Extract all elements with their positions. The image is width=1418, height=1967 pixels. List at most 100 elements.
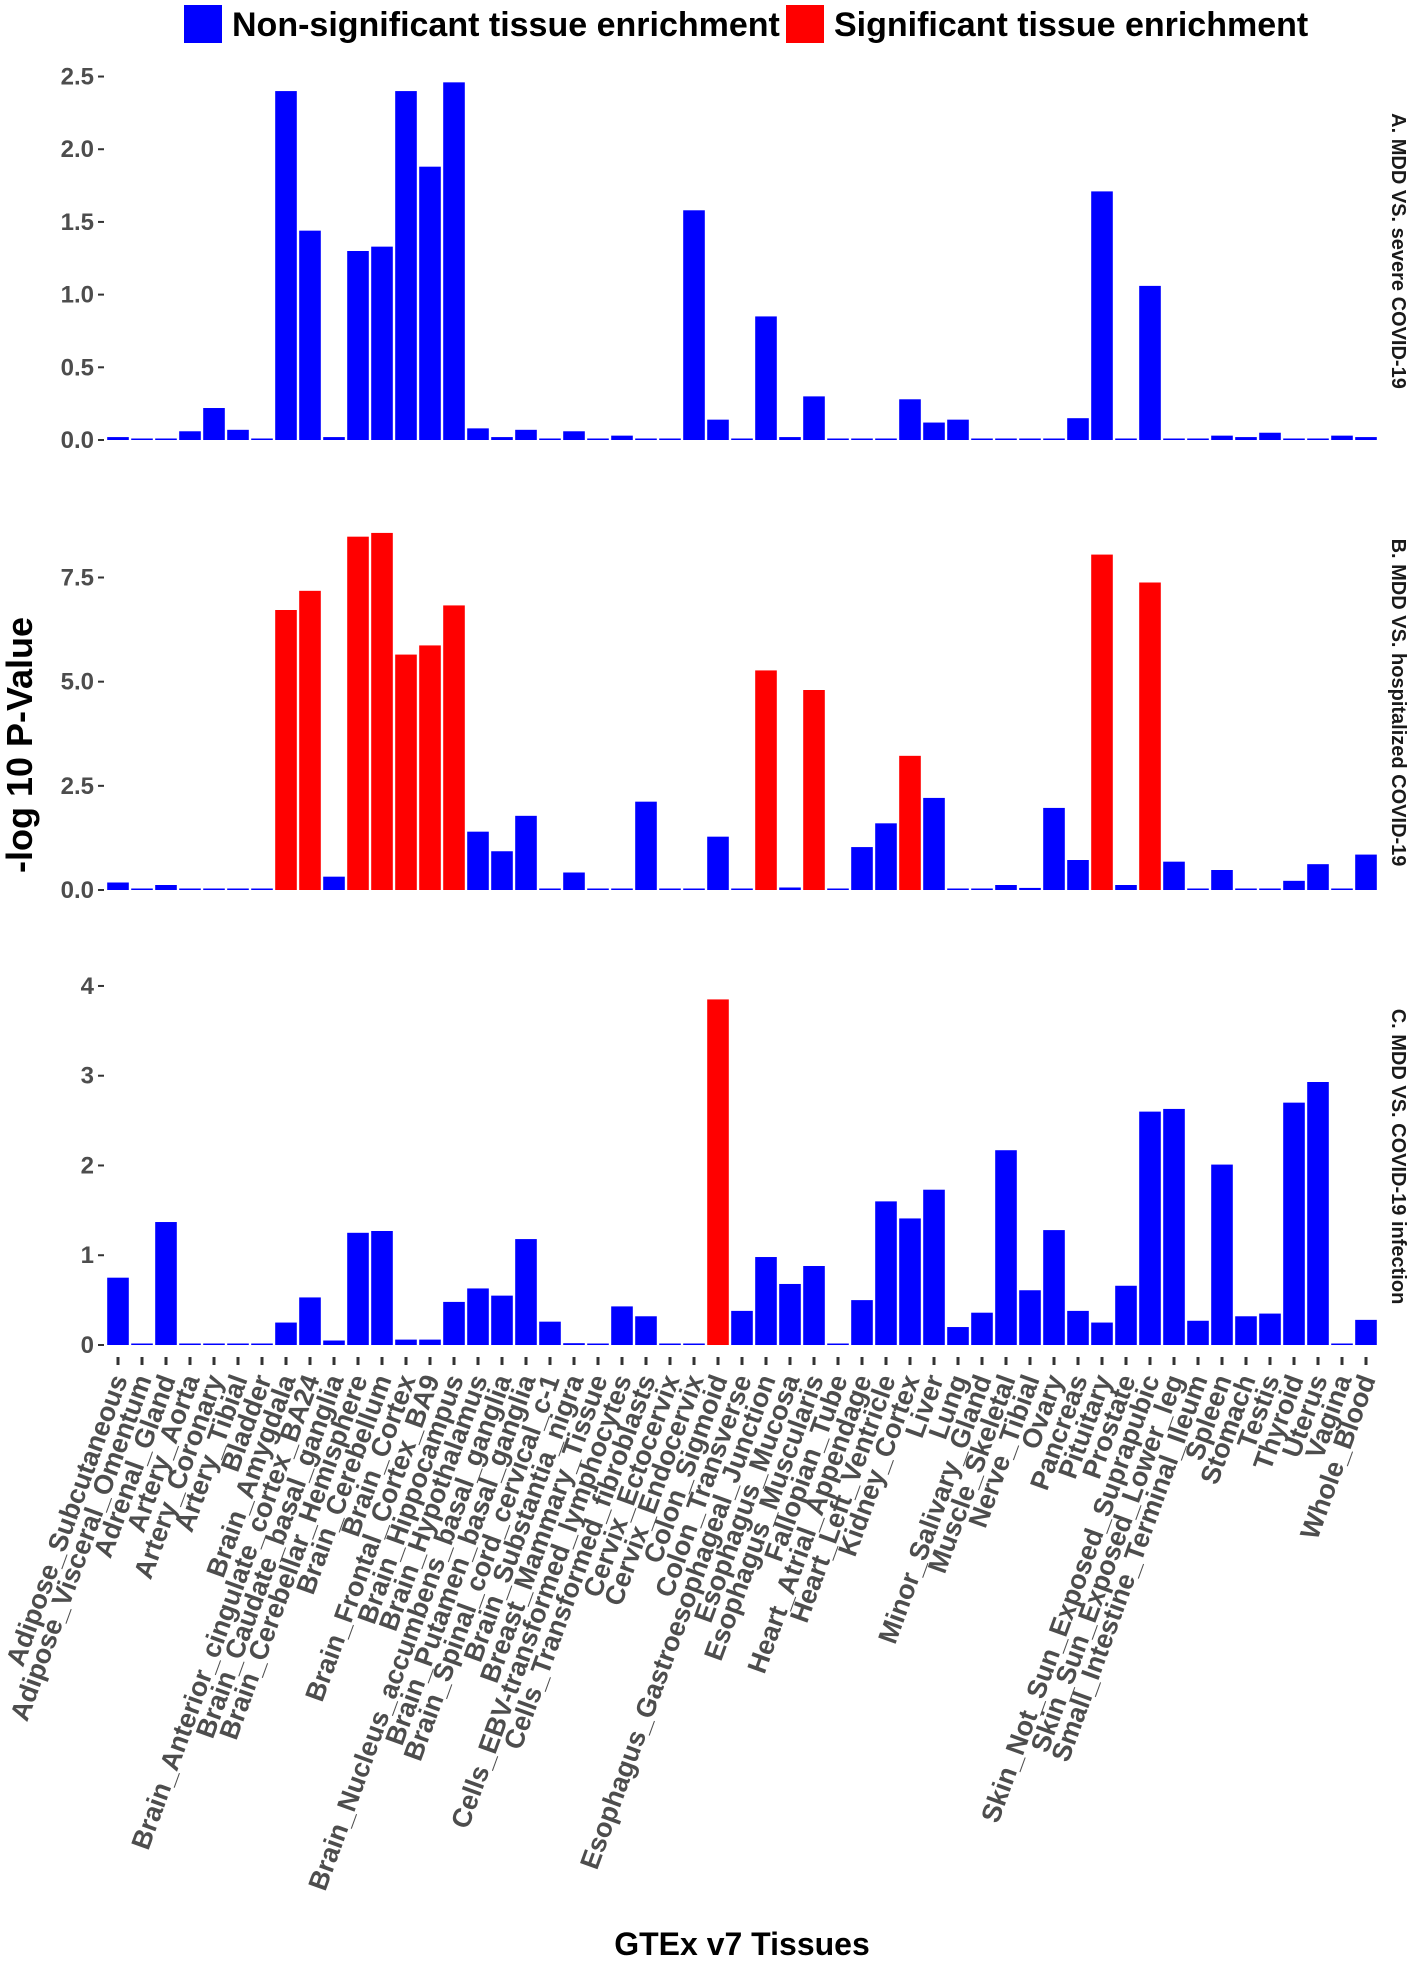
bar-brain-cerebellum (371, 246, 393, 440)
bar-artery-aorta (179, 1343, 201, 1345)
bar-brain-hypothalamus (467, 428, 489, 440)
bar-kidney-cortex (899, 755, 921, 890)
bar-cells-transformed-fibroblasts (635, 801, 657, 890)
bar-artery-tibial (227, 888, 249, 890)
panel-c: 0 1 2 3 4 C. MDD VS. COVID-19 infection (81, 973, 1409, 1359)
bar-brain-cerebellar-hemisphere (347, 536, 369, 890)
bar-esophagus-gastroesophageal-junction (755, 316, 777, 440)
bar-stomach (1235, 888, 1257, 890)
bar-whole-blood (1355, 1319, 1377, 1345)
bar-ovary (1043, 1230, 1065, 1345)
bar-nerve-tibial (1019, 438, 1041, 440)
legend-label-nonsig: Non-significant tissue enrichment (232, 6, 780, 44)
bar-artery-tibial (227, 1343, 249, 1345)
bar-uterus (1307, 1082, 1329, 1345)
bar-colon-sigmoid (707, 836, 729, 890)
bar-brain-frontal-cortex-ba9 (419, 1339, 441, 1345)
bar-esophagus-mucosa (779, 887, 801, 890)
bar-muscle-skeletal (995, 885, 1017, 890)
bar-skin-not-sun-exposed-suprapubic (1139, 1111, 1161, 1345)
bar-artery-tibial (227, 429, 249, 440)
panel-b: 0.0 2.5 5.0 7.5 B. MDD VS. hospitalized COVI… (61, 532, 1409, 904)
bar-brain-nucleus-accumbens-basal-ganglia (491, 851, 513, 890)
bar-kidney-cortex (899, 1218, 921, 1345)
y-axis-title: -log 10 P-Value (0, 617, 40, 873)
bar-heart-left-ventricle (875, 823, 897, 890)
bar-fallopian-tube (827, 888, 849, 890)
bar-cervix-endocervix (683, 210, 705, 440)
bar-cervix-endocervix (683, 888, 705, 890)
bar-brain-anterior-cingulate-cortex-ba24 (299, 1297, 321, 1345)
bar-cells-transformed-fibroblasts (635, 1316, 657, 1345)
bar-adipose-visceral-omentum (131, 888, 153, 890)
bar-fallopian-tube (827, 438, 849, 440)
bar-testis (1259, 888, 1281, 890)
bar-brain-amygdala (275, 91, 297, 440)
bar-heart-left-ventricle (875, 1201, 897, 1345)
bar-uterus (1307, 438, 1329, 440)
bar-brain-amygdala (275, 610, 297, 890)
bar-skin-sun-exposed-lower-leg (1163, 1108, 1185, 1345)
bar-colon-transverse (731, 1310, 753, 1345)
bar-skin-sun-exposed-lower-leg (1163, 861, 1185, 890)
y-tick-label: 0.0 (61, 427, 94, 454)
bar-liver (923, 1189, 945, 1345)
bar-brain-putamen-basal-ganglia (515, 1239, 537, 1345)
bar-brain-hippocampus (443, 605, 465, 890)
bar-adipose-subcutaneous (107, 882, 129, 890)
bar-artery-coronary (203, 408, 225, 440)
bar-esophagus-mucosa (779, 437, 801, 440)
bar-pituitary (1091, 191, 1113, 440)
bar-skin-sun-exposed-lower-leg (1163, 438, 1185, 440)
bar-ovary (1043, 807, 1065, 890)
bar-brain-putamen-basal-ganglia (515, 815, 537, 890)
bar-bladder (251, 438, 273, 440)
panel-a: 0.0 0.5 1.0 1.5 2.0 2.5 A. MDD VS. severe COVI… (61, 64, 1409, 454)
bar-spleen (1211, 435, 1233, 440)
bar-adrenal-gland (155, 885, 177, 890)
panel-label-b: B. MDD VS. hospitalized COVID-19 (1387, 539, 1409, 867)
bar-artery-aorta (179, 431, 201, 440)
legend-label-sig: Significant tissue enrichment (834, 6, 1308, 44)
bar-brain-hippocampus (443, 82, 465, 440)
bar-brain-substantia-nigra (563, 872, 585, 890)
bar-fallopian-tube (827, 1343, 849, 1345)
bar-brain-putamen-basal-ganglia (515, 429, 537, 440)
bar-bladder (251, 1343, 273, 1345)
y-tick-label: 1.0 (61, 282, 94, 309)
bar-adrenal-gland (155, 438, 177, 440)
bar-adipose-subcutaneous (107, 1277, 129, 1345)
y-tick-label: 0.5 (61, 354, 94, 381)
bar-vagina (1331, 435, 1353, 440)
y-tick-label: 1 (81, 1242, 94, 1269)
bar-liver (923, 422, 945, 440)
bar-cervix-ectocervix (659, 888, 681, 890)
bar-brain-hypothalamus (467, 1288, 489, 1345)
x-axis-title: GTEx v7 Tissues (614, 1926, 870, 1962)
bar-nerve-tibial (1019, 1290, 1041, 1345)
bar-whole-blood (1355, 437, 1377, 440)
bar-uterus (1307, 864, 1329, 890)
bar-heart-left-ventricle (875, 438, 897, 440)
panels: 0.0 0.5 1.0 1.5 2.0 2.5 A. MDD VS. severe COVI… (61, 64, 1409, 1359)
bar-heart-atrial-appendage (851, 847, 873, 890)
bar-prostate (1115, 438, 1137, 440)
bar-brain-caudate-basal-ganglia (323, 437, 345, 440)
bar-pancreas (1067, 860, 1089, 890)
bar-spleen (1211, 870, 1233, 890)
bar-cells-transformed-fibroblasts (635, 438, 657, 440)
bar-brain-cerebellum (371, 1231, 393, 1345)
bar-muscle-skeletal (995, 438, 1017, 440)
panel-label-a: A. MDD VS. severe COVID-19 (1387, 113, 1409, 389)
bar-thyroid (1283, 1102, 1305, 1345)
bar-pituitary (1091, 1322, 1113, 1345)
bar-testis (1259, 1313, 1281, 1345)
bar-colon-sigmoid (707, 999, 729, 1345)
bar-brain-cortex (395, 91, 417, 440)
bar-brain-spinal-cord-cervical-c-1 (539, 888, 561, 890)
legend-swatch-nonsig (184, 5, 222, 43)
bar-stomach (1235, 437, 1257, 440)
bar-small-intestine-terminal-ileum (1187, 438, 1209, 440)
bar-brain-substantia-nigra (563, 1343, 585, 1345)
